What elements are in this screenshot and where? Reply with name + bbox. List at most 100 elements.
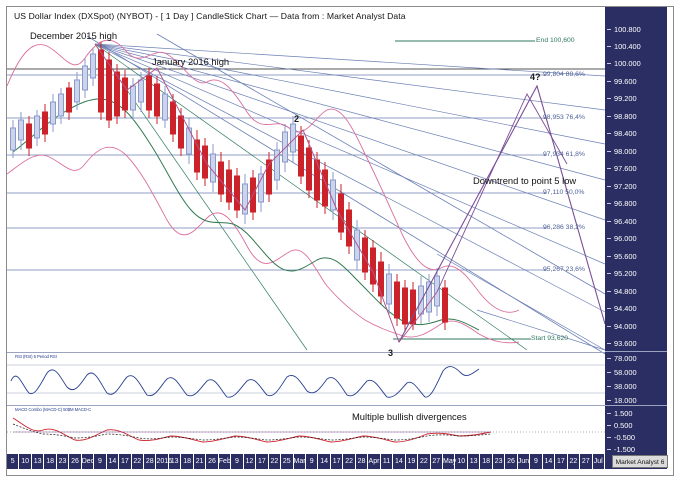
trendline-fan — [94, 43, 606, 313]
upper-band — [6, 39, 520, 313]
watermark-badge: Market Analyst 6 — [612, 455, 668, 468]
date-tick: 22 — [343, 454, 356, 469]
rsi-plot-svg — [7, 364, 605, 398]
date-tick: 18 — [181, 454, 194, 469]
date-tick: 17 — [331, 454, 344, 469]
price-tick: 96.800 — [614, 199, 637, 208]
date-tick: 13 — [169, 454, 182, 469]
date-tick: Mar — [294, 454, 306, 469]
date-tick: 22 — [568, 454, 581, 469]
fib-level-label: 96,286 38,2% — [543, 224, 585, 231]
macd-tick: -0.500 — [614, 433, 635, 442]
december-2015-high: December 2015 high — [30, 30, 118, 41]
date-tick: 17 — [119, 454, 132, 469]
lower-band — [6, 146, 520, 344]
date-tick: 22 — [418, 454, 431, 469]
date-tick: 2016 — [157, 454, 172, 469]
rsi-tick: 18.000 — [614, 396, 637, 405]
date-tick: 9 — [94, 454, 107, 469]
price-tick: 99.200 — [614, 94, 637, 103]
date-tick: 9 — [231, 454, 244, 469]
date-tick: 21 — [194, 454, 207, 469]
rsi-tick: 38.000 — [614, 382, 637, 391]
date-tick: 13 — [468, 454, 481, 469]
elliott-projection — [398, 84, 606, 343]
date-tick: 5 — [7, 454, 20, 469]
rsi-panel: RSI (RSI) 5 Period RSI — [7, 352, 605, 405]
date-tick: 14 — [318, 454, 331, 469]
price-tick: 95.600 — [614, 252, 637, 261]
price-tick: 99.600 — [614, 77, 637, 86]
candlestick-series — [10, 42, 448, 332]
rsi-line — [10, 366, 480, 398]
price-tick: 93.600 — [614, 339, 637, 348]
date-tick: Jul — [593, 454, 605, 469]
macd-tick: -1.500 — [614, 445, 635, 454]
wave-3: 3 — [388, 348, 394, 358]
date-tick: 9 — [530, 454, 543, 469]
macd-plot-svg — [7, 417, 605, 443]
date-tick: 17 — [256, 454, 269, 469]
rsi-tick: 58.000 — [614, 368, 637, 377]
price-tick: 100.000 — [614, 59, 641, 68]
price-tick: 94.800 — [614, 287, 637, 296]
price-tick: 98.000 — [614, 147, 637, 156]
multiple-bullish-divergences: Multiple bullish divergences — [352, 411, 467, 422]
date-tick: 10 — [456, 454, 468, 469]
price-tick: 98.400 — [614, 129, 637, 138]
date-tick: Apr — [368, 454, 381, 469]
price-tick: 97.200 — [614, 182, 637, 191]
green-level-label: End 100,600 — [536, 37, 575, 44]
date-tick: 17 — [555, 454, 568, 469]
wave-2: 2 — [294, 114, 300, 124]
date-tick: Dec — [82, 454, 95, 469]
date-tick: 10 — [19, 454, 32, 469]
fib-level-label: 98,953 76,4% — [543, 114, 585, 121]
date-tick: 12 — [244, 454, 257, 469]
price-tick: 95.200 — [614, 269, 637, 278]
green-level-label: Start 93,620 — [531, 335, 569, 342]
date-tick: 19 — [406, 454, 419, 469]
price-tick: 100.400 — [614, 42, 641, 51]
wave-4: 4? — [530, 72, 541, 82]
price-tick: 100.800 — [614, 25, 641, 34]
price-scale: 100.800 100.400 100.000 99.600 99.200 98… — [605, 7, 667, 454]
date-tick: Feb — [219, 454, 232, 469]
macd-panel: MACD Combo (MACD-C) 50$M MACD-C — [7, 405, 605, 453]
january-2016-high: January 2016 high — [152, 56, 230, 67]
date-tick: 27 — [431, 454, 444, 469]
price-plot-svg — [6, 33, 606, 355]
zigzag-wave-line — [94, 43, 438, 344]
price-tick: 96.000 — [614, 234, 637, 243]
fib-level-lines — [7, 74, 547, 271]
elliott-projection-secondary — [436, 93, 568, 293]
price-tick: 96.400 — [614, 217, 637, 226]
date-tick: 13 — [32, 454, 45, 469]
date-tick: 26 — [206, 454, 219, 469]
date-tick: 27 — [580, 454, 593, 469]
price-tick: 98.800 — [614, 112, 637, 121]
price-tick: 97.600 — [614, 164, 637, 173]
date-axis: 5 10 13 18 23 26 Dec 9 14 17 22 28 2016 13 18 21 26 Feb 9 1… — [7, 454, 605, 469]
date-tick: 18 — [44, 454, 57, 469]
date-tick: 28 — [356, 454, 369, 469]
date-tick: 9 — [306, 454, 319, 469]
date-tick: 23 — [57, 454, 70, 469]
date-tick: 25 — [281, 454, 294, 469]
fib-level-label: 97,110 50,0% — [543, 189, 585, 196]
date-tick: 23 — [493, 454, 506, 469]
macd-tick: 1.500 — [614, 409, 633, 418]
rsi-label: RSI (RSI) 5 Period RSI — [15, 354, 57, 359]
downtrend-to-point-5-low: Downtrend to point 5 low — [473, 175, 577, 186]
macd-signal-line — [12, 423, 492, 441]
date-tick: 14 — [393, 454, 406, 469]
fib-level-label: 95,267 23,6% — [543, 266, 585, 273]
macd-label: MACD Combo (MACD-C) 50$M MACD-C — [15, 407, 92, 412]
date-tick: Jun — [518, 454, 531, 469]
chart-title: US Dollar Index (DXSpot) (NYBOT) - [ 1 D… — [14, 11, 406, 21]
date-tick: 18 — [480, 454, 493, 469]
date-tick: 11 — [381, 454, 394, 469]
date-tick: 14 — [107, 454, 120, 469]
date-tick: 28 — [144, 454, 157, 469]
